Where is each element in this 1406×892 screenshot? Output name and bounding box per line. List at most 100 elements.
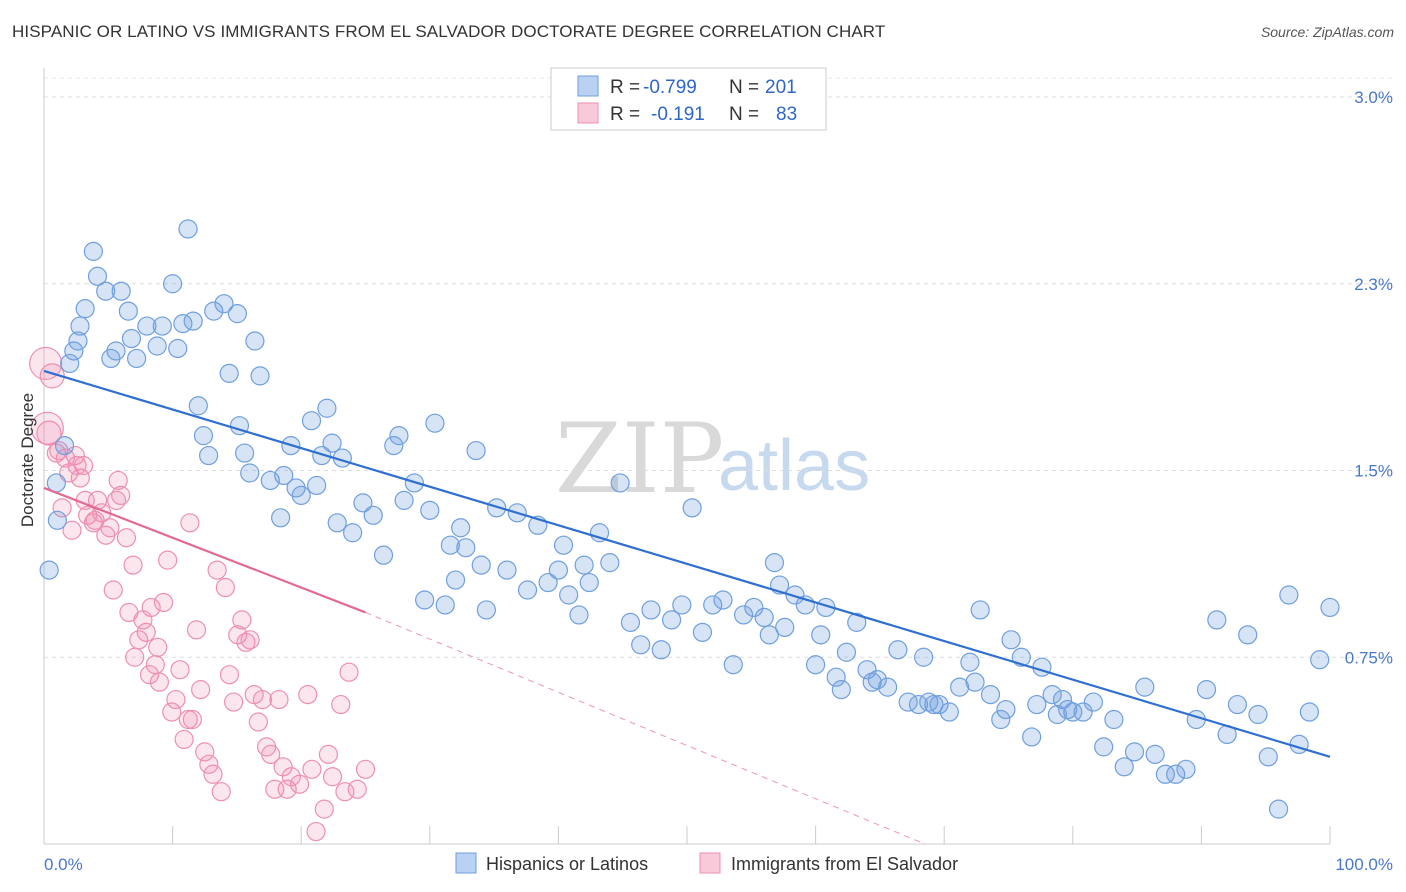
point-hispanic xyxy=(600,553,620,573)
point-el-salvador xyxy=(335,782,355,802)
point-hispanic xyxy=(836,642,857,662)
point-hispanic xyxy=(950,677,970,697)
y-tick-label-150: 1.5% xyxy=(1354,462,1393,481)
legend-n-label-1: N = xyxy=(729,77,759,98)
point-el-salvador xyxy=(139,665,160,685)
point-el-salvador xyxy=(203,764,223,784)
point-hispanic xyxy=(811,625,831,645)
point-hispanic xyxy=(682,498,702,518)
point-el-salvador xyxy=(228,625,248,645)
point-el-salvador xyxy=(123,555,143,575)
point-el-salvador xyxy=(219,665,240,685)
point-hispanic xyxy=(301,411,322,431)
point-hispanic xyxy=(435,595,455,615)
point-hispanic xyxy=(553,535,574,555)
point-el-salvador xyxy=(211,782,231,802)
point-hispanic xyxy=(1289,734,1309,755)
point-el-salvador xyxy=(136,622,156,642)
x-tick-label-min: 0.0% xyxy=(44,855,83,874)
legend-r-label-1: R = xyxy=(610,77,640,98)
point-el-salvador xyxy=(148,637,168,657)
point-hispanic xyxy=(183,311,203,331)
legend-n-value-1: 201 xyxy=(765,77,797,98)
point-hispanic xyxy=(152,316,172,336)
legend-swatch-blue xyxy=(577,75,599,97)
point-hispanic xyxy=(1027,694,1047,715)
point-hispanic xyxy=(1042,684,1062,705)
point-hispanic xyxy=(219,363,239,383)
point-el-salvador xyxy=(199,754,219,774)
point-hispanic xyxy=(384,436,404,456)
point-hispanic xyxy=(39,560,59,580)
point-el-salvador xyxy=(289,774,310,794)
point-el-salvador xyxy=(30,411,64,445)
point-el-salvador xyxy=(174,729,194,750)
point-el-salvador xyxy=(191,680,211,700)
point-hispanic xyxy=(1073,702,1093,722)
point-el-salvador xyxy=(302,759,322,779)
point-hispanic xyxy=(1047,704,1067,725)
point-el-salvador xyxy=(180,513,200,533)
point-hispanic xyxy=(327,513,347,533)
point-hispanic xyxy=(1279,585,1299,605)
axes xyxy=(43,68,1331,845)
point-hispanic xyxy=(867,670,887,690)
y-axis-title: Doctorate Degree xyxy=(18,393,37,527)
point-hispanic xyxy=(163,274,183,294)
point-hispanic xyxy=(47,510,67,530)
point-hispanic xyxy=(559,585,579,605)
point-el-salvador xyxy=(149,672,170,692)
point-hispanic xyxy=(235,443,255,463)
point-hispanic xyxy=(1268,799,1289,819)
point-hispanic xyxy=(862,672,882,692)
point-el-salvador xyxy=(306,821,326,842)
point-hispanic xyxy=(1258,747,1278,767)
point-hispanic xyxy=(970,600,990,620)
point-hispanic xyxy=(1248,704,1268,725)
point-hispanic xyxy=(1176,759,1196,779)
point-el-salvador xyxy=(52,498,72,518)
point-el-salvador xyxy=(207,560,227,580)
point-hispanic xyxy=(960,652,980,672)
point-hispanic xyxy=(1063,702,1083,722)
point-hispanic xyxy=(83,241,103,261)
point-el-salvador xyxy=(108,470,128,491)
point-hispanic xyxy=(343,523,363,543)
point-hispanic xyxy=(199,445,219,466)
watermark-zip: ZIP xyxy=(555,403,724,515)
correlation-legend: R = -0.799 N = 201 R = -0.191 N = 83 xyxy=(550,67,827,131)
point-hispanic xyxy=(1083,692,1103,712)
point-hispanic xyxy=(1207,610,1227,630)
point-hispanic xyxy=(1310,650,1330,670)
point-hispanic xyxy=(363,505,383,525)
point-hispanic xyxy=(991,709,1011,730)
point-hispanic xyxy=(204,301,224,321)
point-el-salvador xyxy=(232,610,252,630)
point-el-salvador xyxy=(314,799,334,819)
x-tick-label-max: 100.0% xyxy=(1335,855,1393,874)
point-el-salvador xyxy=(166,689,186,710)
point-hispanic xyxy=(929,694,949,715)
point-hispanic xyxy=(579,572,599,593)
point-hispanic xyxy=(924,694,944,715)
point-el-salvador xyxy=(298,684,318,705)
point-el-salvador xyxy=(29,346,63,381)
point-hispanic xyxy=(96,281,116,301)
series-hispanic-points xyxy=(39,219,1340,819)
point-hispanic xyxy=(68,331,88,351)
point-hispanic xyxy=(785,585,805,605)
point-el-salvador xyxy=(67,455,87,476)
point-el-salvador xyxy=(215,577,235,598)
point-hispanic xyxy=(1058,699,1078,720)
point-hispanic xyxy=(271,508,291,528)
gridlines xyxy=(44,77,1393,658)
point-hispanic xyxy=(775,617,795,637)
point-el-salvador xyxy=(129,630,149,650)
watermark-atlas: atlas xyxy=(718,426,870,506)
chart-title: HISPANIC OR LATINO VS IMMIGRANTS FROM EL… xyxy=(12,22,886,41)
point-hispanic xyxy=(980,684,1001,705)
point-el-salvador xyxy=(318,744,339,764)
point-el-salvador xyxy=(73,455,94,476)
point-hispanic xyxy=(111,281,131,301)
point-hispanic xyxy=(1145,744,1165,764)
